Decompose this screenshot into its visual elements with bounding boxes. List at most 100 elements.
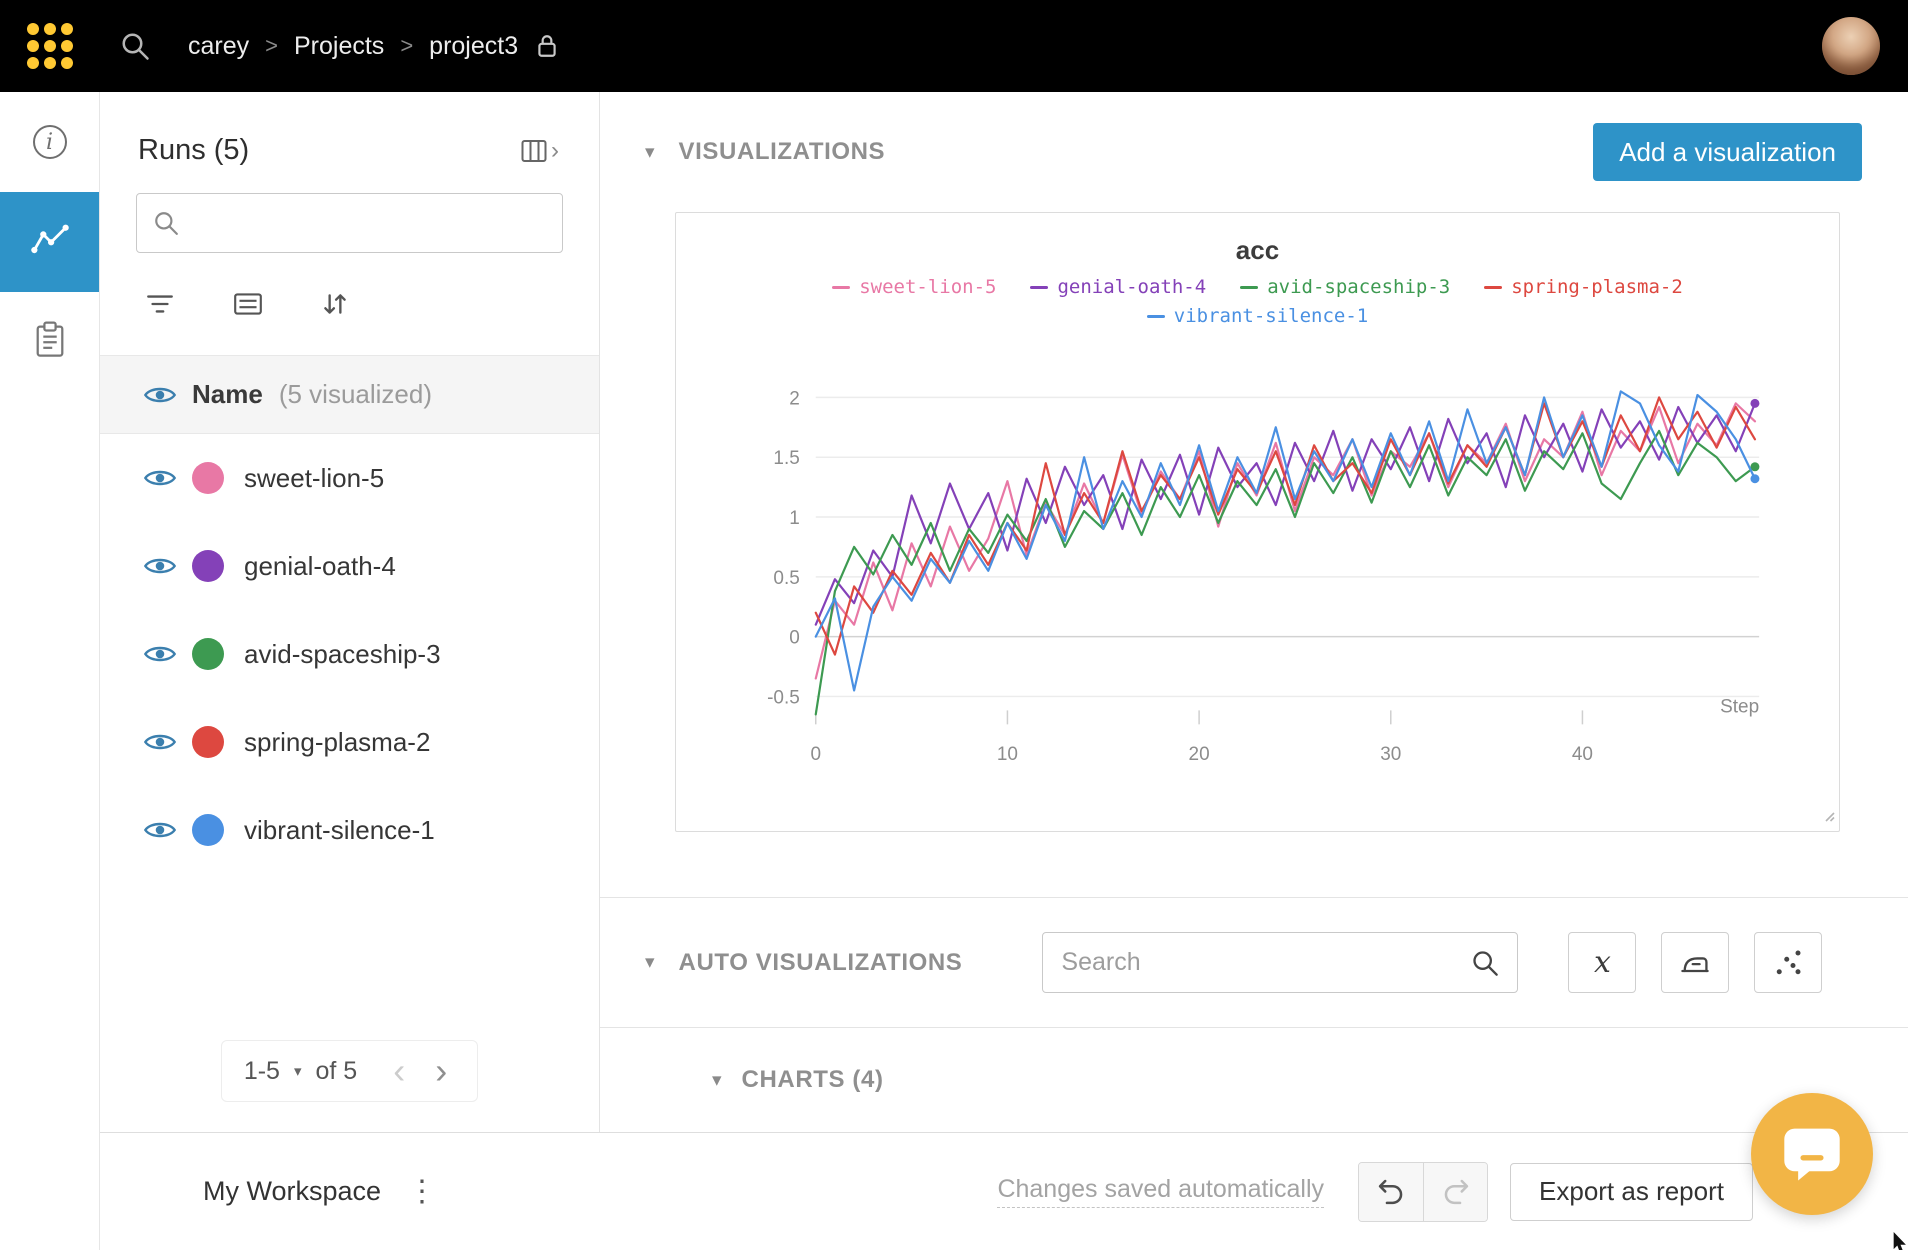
run-row[interactable]: spring-plasma-2 (100, 698, 599, 786)
wandb-logo-icon[interactable] (22, 18, 78, 74)
svg-text:1: 1 (789, 508, 800, 529)
rail-item-overview[interactable]: i (0, 92, 99, 192)
visibility-eye-icon[interactable] (144, 643, 176, 665)
page-range-label[interactable]: 1-5 (243, 1056, 280, 1085)
rail-item-notes[interactable] (0, 292, 99, 392)
breadcrumb-project-name[interactable]: project3 (429, 31, 519, 60)
workspace-tab[interactable]: My Workspace (203, 1176, 382, 1206)
svg-text:2: 2 (789, 388, 800, 409)
save-status-text: Changes saved automatically (997, 1175, 1325, 1208)
private-lock-icon (536, 33, 558, 59)
main-panel: ▾ VISUALIZATIONS Add a visualization acc… (600, 92, 1908, 1132)
workspace-menu-kebab-icon[interactable]: ⋮ (407, 1175, 438, 1208)
chat-bubble-icon (1784, 1128, 1840, 1181)
run-row[interactable]: avid-spaceship-3 (100, 610, 599, 698)
visualizations-collapse-caret-icon[interactable]: ▾ (645, 141, 655, 163)
run-name[interactable]: spring-plasma-2 (244, 726, 431, 757)
search-icon (155, 212, 178, 235)
run-name[interactable]: sweet-lion-5 (244, 462, 385, 493)
legend-dash (1146, 315, 1165, 318)
left-icon-rail: i (0, 92, 100, 1250)
breadcrumb-separator: > (400, 33, 414, 58)
breadcrumb-projects[interactable]: Projects (294, 31, 385, 60)
legend-label: sweet-lion-5 (859, 276, 997, 298)
runs-name-header: Name (5 visualized) (100, 356, 599, 434)
runs-title: Runs (5) (138, 134, 250, 166)
rail-item-charts[interactable] (0, 192, 99, 292)
page-total-label: of 5 (315, 1056, 358, 1085)
add-visualization-button[interactable]: Add a visualization (1593, 123, 1862, 181)
svg-text:0: 0 (789, 628, 800, 649)
visualizations-section-title[interactable]: VISUALIZATIONS (678, 138, 886, 165)
svg-text:0: 0 (810, 744, 821, 765)
run-name[interactable]: avid-spaceship-3 (244, 638, 441, 669)
clipboard-icon (34, 321, 66, 364)
runs-table-toggle-button[interactable]: › (521, 137, 559, 165)
legend-item: genial-oath-4 (1030, 274, 1206, 301)
history-buttons (1358, 1161, 1489, 1222)
redo-button[interactable] (1423, 1162, 1488, 1221)
svg-text:40: 40 (1572, 744, 1593, 765)
run-color-dot (192, 462, 224, 494)
legend-dash (1030, 286, 1049, 289)
runs-sidebar: Runs (5) › (100, 92, 600, 1132)
avatar[interactable] (1822, 17, 1880, 75)
page-size-caret-icon[interactable]: ▾ (293, 1063, 302, 1080)
nav-search-icon[interactable] (112, 23, 158, 69)
filter-icon (147, 295, 173, 313)
svg-text:30: 30 (1380, 744, 1401, 765)
x-axis-settings-button[interactable]: x (1568, 932, 1637, 993)
chart-title: acc (1235, 235, 1280, 265)
visibility-all-eye-icon[interactable] (144, 384, 176, 406)
visibility-eye-icon[interactable] (144, 555, 176, 577)
run-name[interactable]: vibrant-silence-1 (244, 814, 435, 845)
autoviz-search-box[interactable] (1042, 932, 1519, 993)
prev-page-button[interactable]: ‹ (393, 1050, 406, 1091)
breadcrumb-separator: > (265, 33, 278, 58)
undo-button[interactable] (1359, 1162, 1424, 1221)
autoviz-search-input[interactable] (1061, 948, 1462, 977)
breadcrumb: carey > Projects > project3 (188, 32, 558, 61)
run-name[interactable]: genial-oath-4 (244, 550, 396, 581)
svg-text:1.5: 1.5 (773, 448, 799, 469)
group-button[interactable] (232, 290, 264, 318)
svg-text:0.5: 0.5 (773, 568, 799, 589)
info-icon: i (32, 125, 67, 159)
panel-resize-handle[interactable] (1822, 809, 1835, 827)
acc-chart-panel[interactable]: acc sweet-lion-5 genial-oath-4 avid-spaces… (675, 212, 1840, 832)
run-row[interactable]: vibrant-silence-1 (100, 786, 599, 874)
autoviz-collapse-caret-icon[interactable]: ▾ (645, 952, 655, 973)
run-row[interactable]: sweet-lion-5 (100, 434, 599, 522)
charts-section-title[interactable]: CHARTS (4) (741, 1066, 884, 1093)
top-navbar: carey > Projects > project3 (0, 0, 1908, 92)
breadcrumb-user[interactable]: carey (188, 31, 250, 60)
outliers-button[interactable] (1754, 932, 1823, 993)
legend-label: vibrant-silence-1 (1173, 305, 1369, 327)
scatter-dots-icon (1777, 950, 1801, 974)
table-icon (521, 139, 547, 162)
redo-icon (1444, 1179, 1468, 1204)
filter-button[interactable] (144, 291, 176, 317)
chevron-right-icon: › (551, 136, 559, 164)
smoothing-button[interactable] (1661, 932, 1730, 993)
sort-arrows-icon (324, 294, 346, 314)
legend-item: avid-spaceship-3 (1240, 274, 1450, 301)
export-report-button[interactable]: Export as report (1510, 1162, 1753, 1221)
visibility-eye-icon[interactable] (144, 819, 176, 841)
sort-button[interactable] (320, 289, 350, 319)
name-column-label[interactable]: Name (192, 379, 263, 409)
next-page-button[interactable]: › (435, 1050, 448, 1091)
smoothing-iron-icon (1681, 956, 1710, 972)
runs-search-box[interactable] (136, 193, 563, 253)
charts-collapse-caret-icon[interactable]: ▾ (712, 1069, 722, 1091)
run-row[interactable]: genial-oath-4 (100, 522, 599, 610)
runs-search-input[interactable] (191, 209, 546, 237)
legend-label: genial-oath-4 (1057, 276, 1207, 298)
autoviz-section-title[interactable]: AUTO VISUALIZATIONS (678, 948, 963, 976)
divider (100, 355, 599, 356)
visibility-eye-icon[interactable] (144, 467, 176, 489)
run-list: sweet-lion-5 genial-oath-4 avid-spaceshi… (100, 434, 599, 874)
visibility-eye-icon[interactable] (144, 731, 176, 753)
search-icon (1473, 950, 1499, 976)
chat-launcher-button[interactable] (1751, 1093, 1873, 1215)
